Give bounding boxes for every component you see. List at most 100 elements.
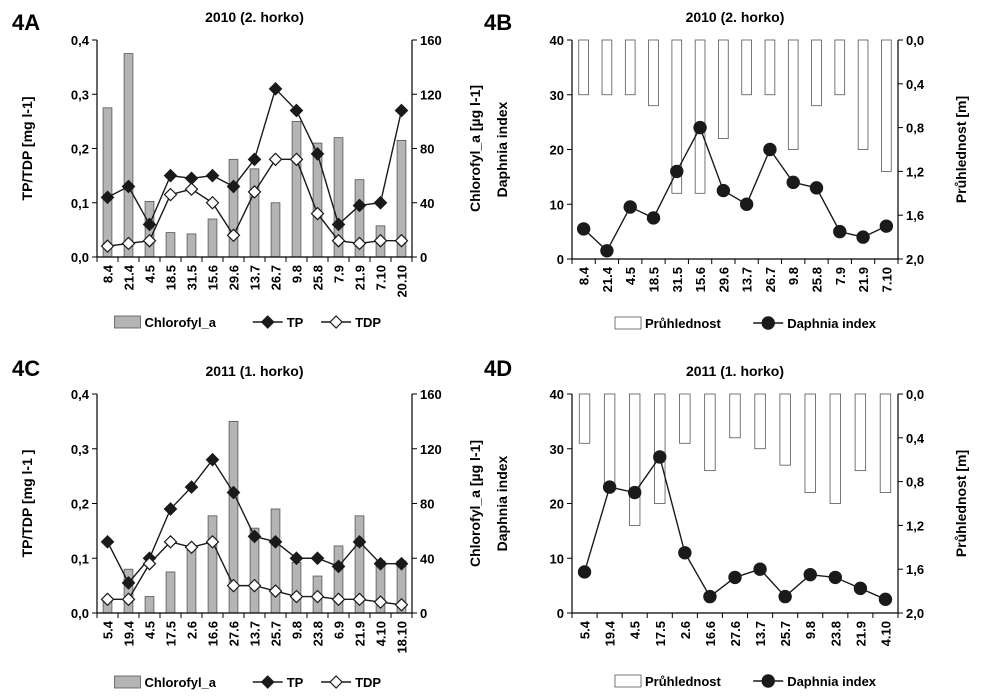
x-tick-label: 25.8 [311,265,326,290]
data-point [247,578,262,593]
bar [741,39,752,96]
x-tick-label: 7.9 [332,265,347,283]
x-tick-label: 21.9 [353,621,368,646]
data-point [653,450,667,464]
x-tick-label: 17.5 [653,621,668,646]
data-point [268,584,283,598]
data-point [352,236,367,251]
y-tick-label-right: 40 [420,196,434,211]
data-point [352,592,367,607]
y-tick-label-left: 0,2 [71,142,89,157]
bar [601,39,613,96]
y-tick-label-right: 1,2 [906,518,924,533]
bar [729,393,741,439]
bar [228,158,239,258]
y-axis-label-left: Daphnia index [494,455,510,551]
legend-label: TP [287,315,304,330]
series-pr-hlednost [578,39,892,194]
data-point [879,219,894,233]
panel-label: 4B [484,10,512,35]
bar [144,596,155,614]
x-tick-label: 18.5 [164,265,179,290]
y-axis-label-right: Průhlednost [m] [953,96,969,203]
y-tick-label-left: 20 [550,143,564,158]
bar [804,393,816,493]
y-tick-label-right: 0,8 [906,121,924,136]
bar [102,107,113,258]
legend-marker [761,316,775,330]
legend-label: Chlorofyl_a [145,315,217,330]
bar [123,53,134,258]
series-tdp [100,534,409,612]
data-point [310,147,325,161]
chart-title: 2010 (2. horko) [686,9,785,25]
bar [754,393,766,450]
bar [779,393,791,466]
bar [879,393,892,493]
data-point [226,179,241,194]
data-point [352,198,367,213]
legend-swatch [114,315,141,329]
data-point [763,142,777,157]
bar [654,393,666,504]
x-tick-label: 7.10 [374,265,389,290]
bar [165,232,176,258]
y-tick-label-left: 20 [550,497,564,512]
bar [291,120,302,258]
data-point [373,195,388,210]
data-point [226,485,241,500]
x-tick-label: 8.4 [101,264,116,283]
data-point [394,103,409,118]
x-tick-label: 9.8 [803,621,818,639]
data-point [394,597,409,612]
x-tick-label: 21.4 [122,264,137,290]
x-tick-label: 25.8 [810,267,825,292]
x-tick-label: 31.5 [185,265,200,290]
x-tick-label: 2.6 [678,621,693,639]
y-tick-label-left: 0,3 [71,87,89,102]
legend-marker [260,315,275,329]
legend-label: Průhlednost [645,674,722,689]
data-point [142,233,157,248]
y-tick-label-left: 0,0 [71,606,89,621]
bar [624,39,636,96]
y-tick-label-left: 0,1 [71,551,89,566]
bar [704,393,716,472]
x-tick-label: 9.8 [786,267,801,285]
y-tick-label-right: 0,0 [906,33,924,48]
data-point [693,120,707,135]
data-point [623,200,637,214]
bar [679,393,691,444]
chart-title: 2011 (1. horko) [686,363,784,379]
data-point [856,230,870,244]
y-axis-label-right: Chlorofyl_a [µg l-1] [467,85,483,212]
y-tick-label-right: 160 [420,33,442,48]
data-point [310,551,325,566]
legend-label: Daphnia index [787,674,877,689]
data-point [352,534,367,549]
data-point [373,556,388,571]
x-tick-label: 23.8 [828,621,843,646]
bar [787,39,799,150]
data-point [646,211,661,225]
chart-4a: 4A 2010 (2. horko) 0,0 0,1 0,2 0,3 0,4 0 40 80 120… [12,9,483,330]
data-point [268,152,283,167]
legend-marker [260,675,275,689]
data-point [226,228,241,243]
data-point [247,152,262,167]
y-tick-label-left: 0,1 [71,196,89,211]
data-point [142,556,157,571]
data-point [205,534,220,549]
data-point [310,589,325,604]
y-tick-label-left: 0,4 [71,387,90,402]
bar [718,39,729,139]
series-daphnia-index [576,120,894,258]
data-point [670,164,684,179]
series-tp [100,452,409,590]
legend-swatch [114,675,141,689]
data-point [163,187,178,202]
bar [694,39,706,194]
y-tick-label-left: 0,0 [71,250,89,265]
y-tick-label-right: 120 [420,87,442,102]
x-tick-label: 4.10 [374,621,389,646]
